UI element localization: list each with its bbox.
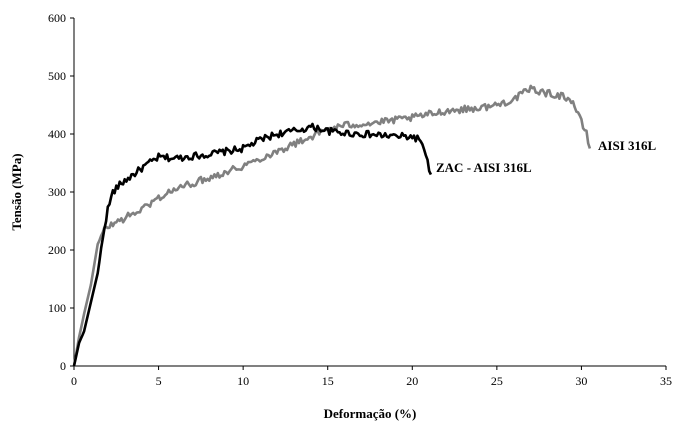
x-tick-label: 10 [237, 374, 249, 388]
x-tick-label: 35 [660, 374, 672, 388]
series-label-aisi: AISI 316L [598, 138, 656, 153]
y-tick-label: 0 [60, 359, 66, 373]
series-line-zac-aisi-316l [72, 122, 433, 367]
y-axis-title: Tensão (MPa) [9, 153, 24, 230]
x-tick-label: 5 [156, 374, 162, 388]
series-label-zac: ZAC - AISI 316L [436, 160, 532, 175]
x-tick-label: 0 [71, 374, 77, 388]
x-tick-label: 25 [491, 374, 503, 388]
x-tick-label: 15 [322, 374, 334, 388]
x-axis-title: Deformação (%) [324, 406, 417, 421]
x-tick-label: 20 [406, 374, 418, 388]
y-tick-label: 500 [48, 69, 66, 83]
y-axis-ticks: 0 100 200 300 400 500 600 [48, 11, 74, 373]
series-layer [72, 84, 592, 367]
y-tick-label: 200 [48, 243, 66, 257]
x-axis-ticks: 0 5 10 15 20 25 30 35 [71, 366, 672, 388]
y-tick-label: 400 [48, 127, 66, 141]
y-tick-label: 100 [48, 301, 66, 315]
x-tick-label: 30 [575, 374, 587, 388]
y-tick-label: 300 [48, 185, 66, 199]
y-tick-label: 600 [48, 11, 66, 25]
